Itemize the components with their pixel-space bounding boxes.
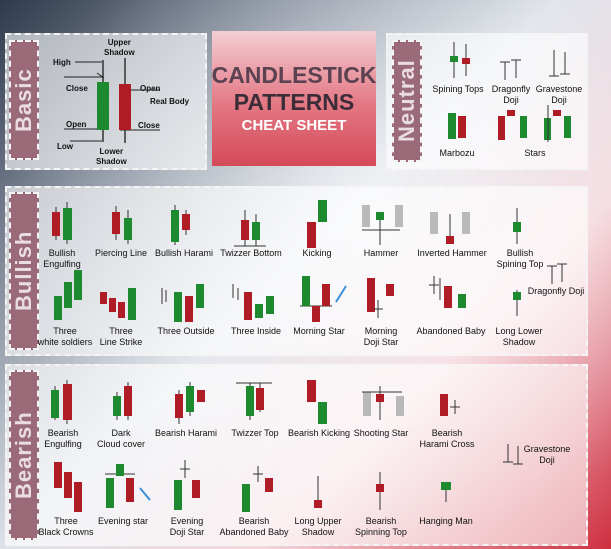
bearish-engulfing (51, 380, 72, 424)
dark-cloud-cover (113, 382, 132, 420)
label-dark-cloud-cover: Dark Cloud cover (96, 428, 146, 449)
label-bearish-engulfing: Bearish Engulfing (44, 428, 82, 449)
label-bullish-harami: Bullish Harami (154, 248, 214, 258)
label-bearish-harami: Bearish Harami (154, 428, 218, 438)
bearish-harami-cross (440, 394, 460, 416)
basic-diagram (64, 58, 160, 143)
neutral-marbozu (448, 113, 466, 139)
label-spining-tops: Spining Tops (432, 84, 484, 94)
kicking (307, 200, 327, 248)
label-lower-shadow: Lower Shadow (96, 147, 127, 166)
label-morning-star: Morning Star (293, 326, 345, 336)
label-bullish-engulfing: Bullish Engulfing (43, 248, 81, 269)
three-black-crowns (54, 462, 82, 512)
neutral-dragonfly (500, 59, 521, 80)
bearish-abandoned-baby (242, 466, 273, 512)
bullish-engulfing (52, 202, 72, 244)
label-open-left: Open (66, 120, 87, 129)
bearish-panel (5, 364, 588, 546)
label-bearish-kicking: Bearish Kicking (287, 428, 351, 438)
label-abandoned-baby: Abandoned Baby (416, 326, 486, 336)
title-box: CANDLESTICK PATTERNS CHEAT SHEET (212, 31, 376, 166)
bullish-harami (171, 205, 190, 245)
three-inside (232, 284, 274, 320)
label-real-body: Real Body (150, 97, 190, 106)
twizzer-top (236, 382, 272, 420)
label-gravestone-doji: Gravestone Doji (535, 84, 583, 105)
title-line2: PATTERNS (233, 89, 355, 115)
label-long-upper-shadow: Long Upper Shadow (294, 516, 342, 537)
label-dragonfly-doji: Dragonfly Doji (527, 286, 585, 296)
label-three-black-crowns: Three Black Crowns (38, 516, 94, 537)
title-line3: CHEAT SHEET (241, 117, 347, 134)
three-line-strike (100, 288, 136, 320)
gravestone-doji-bearish (503, 444, 523, 465)
label-stars: Stars (524, 148, 546, 158)
label-long-lower-shadow: Long Lower Shadow (495, 326, 543, 347)
bearish-kicking (307, 380, 327, 424)
label-bullish-spining-top: Bullish Spining Top (496, 248, 544, 269)
label-high: High (53, 58, 71, 67)
bullish-panel (5, 186, 588, 356)
label-morning-doji-star: Morning Doji Star (363, 326, 399, 347)
evening-doji-star (174, 460, 200, 510)
evening-star (105, 464, 151, 508)
label-marbozu: Marbozu (439, 148, 475, 158)
neutral-stars (498, 105, 571, 142)
dragonfly-doji-bullish (547, 263, 567, 284)
bearish-harami (175, 382, 205, 424)
label-open-right: Open (140, 84, 161, 93)
inverted-hammer (430, 212, 470, 244)
morning-doji-star (367, 278, 394, 318)
long-lower-shadow (513, 290, 521, 316)
label-evening-doji-star: Evening Doji Star (169, 516, 205, 537)
label-close-left: Close (66, 84, 88, 93)
bullish-spining-top (513, 208, 521, 244)
long-upper-shadow (314, 476, 322, 508)
title-line1: CANDLESTICK (211, 62, 377, 88)
morning-star (300, 276, 347, 322)
label-twizzer-bottom: Twizzer Bottom (220, 248, 282, 258)
three-white-soldiers (54, 270, 82, 320)
shooting-star (362, 386, 404, 420)
abandoned-baby (429, 276, 466, 308)
hanging-man (441, 482, 451, 502)
label-kicking: Kicking (302, 248, 332, 258)
hammer (362, 205, 403, 245)
label-close-right: Close (138, 121, 160, 130)
label-bearish-abandoned-baby: Bearish Abandoned Baby (219, 516, 289, 537)
label-inverted-hammer: Inverted Hammer (417, 248, 487, 258)
three-outside (161, 284, 204, 322)
label-bearish-harami-cross: Bearish Harami Cross (419, 428, 475, 449)
twizzer-bottom (234, 210, 266, 247)
label-low: Low (57, 142, 73, 151)
label-dragonfly-doji: Dragonfly Doji (491, 84, 531, 105)
label-shooting-star: Shooting Star (353, 428, 409, 438)
label-piercing-line: Piercing Line (94, 248, 148, 258)
label-evening-star: Evening star (97, 516, 149, 526)
label-twizzer-top: Twizzer Top (231, 428, 279, 438)
label-three-inside: Three Inside (230, 326, 282, 336)
bearish-spinning-top (376, 472, 384, 510)
label-bearish-spinning-top: Bearish Spinning Top (355, 516, 407, 537)
label-gravestone-doji: Gravestone Doji (523, 444, 571, 465)
label-three-outside: Three Outside (157, 326, 215, 336)
piercing-line (112, 206, 132, 244)
label-three-line-strike: Three Line Strike (99, 326, 143, 347)
label-hanging-man: Hanging Man (419, 516, 473, 526)
neutral-gravestone (549, 50, 570, 77)
label-upper-shadow: Upper Shadow (104, 38, 135, 57)
label-hammer: Hammer (363, 248, 399, 258)
neutral-spining-tops (450, 42, 470, 78)
label-three-white-soldiers: Three white soldiers (37, 326, 93, 347)
